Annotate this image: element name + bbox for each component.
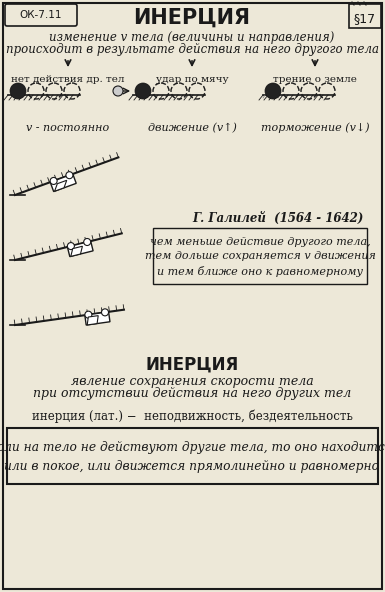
Polygon shape	[67, 241, 93, 257]
Polygon shape	[71, 246, 82, 256]
Circle shape	[50, 178, 57, 185]
Text: v - постоянно: v - постоянно	[27, 123, 110, 133]
Circle shape	[84, 239, 91, 246]
Text: чем меньше действие другого тела,
тем дольше сохраняется v движения
и тем ближе : чем меньше действие другого тела, тем до…	[144, 237, 375, 276]
Text: торможение (v↓): торможение (v↓)	[261, 123, 369, 133]
Circle shape	[113, 86, 123, 96]
Text: Г. Галилей  (1564 - 1642): Г. Галилей (1564 - 1642)	[192, 211, 363, 224]
FancyBboxPatch shape	[5, 4, 77, 26]
Circle shape	[135, 83, 151, 99]
Text: инерция (лат.) −  неподвижность, бездеятельность: инерция (лат.) − неподвижность, бездеяте…	[32, 409, 352, 423]
Polygon shape	[85, 312, 110, 325]
Text: если на тело не действуют другие тела, то оно находится
или в покое, или движетс: если на тело не действуют другие тела, т…	[0, 441, 385, 473]
Text: ОК-7.11: ОК-7.11	[20, 11, 62, 21]
FancyBboxPatch shape	[153, 228, 367, 284]
Text: при отсутствии действия на него других тел: при отсутствии действия на него других т…	[33, 388, 351, 401]
Text: ИНЕРЦИЯ: ИНЕРЦИЯ	[146, 356, 239, 374]
Circle shape	[102, 309, 109, 316]
Text: нет действия др. тел: нет действия др. тел	[11, 75, 125, 83]
Text: изменение v тела (величины и направления): изменение v тела (величины и направления…	[49, 31, 335, 44]
Polygon shape	[87, 316, 98, 325]
Text: ИНЕРЦИЯ: ИНЕРЦИЯ	[134, 8, 251, 28]
Polygon shape	[50, 174, 76, 192]
Circle shape	[66, 172, 73, 179]
Circle shape	[85, 311, 92, 318]
Circle shape	[10, 83, 26, 99]
Text: происходит в результате действия на него другого тела: происходит в результате действия на него…	[5, 43, 378, 56]
FancyBboxPatch shape	[7, 428, 378, 484]
FancyBboxPatch shape	[349, 4, 381, 28]
Circle shape	[67, 243, 74, 250]
Text: явление сохранения скорости тела: явление сохранения скорости тела	[70, 375, 313, 388]
Text: удар по мячу: удар по мячу	[156, 75, 228, 83]
Circle shape	[265, 83, 281, 99]
Text: движение (v↑): движение (v↑)	[147, 123, 236, 133]
Text: трение о земле: трение о земле	[273, 75, 357, 83]
Text: §17: §17	[354, 12, 376, 25]
Polygon shape	[55, 181, 67, 191]
